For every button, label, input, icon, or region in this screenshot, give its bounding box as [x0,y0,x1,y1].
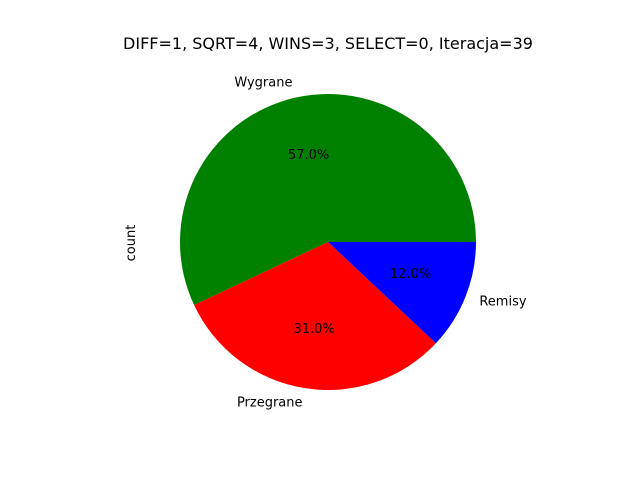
pie-slice-wygrane [180,93,476,306]
y-axis-label: count [124,225,139,262]
pie-pct-label: 31.0% [293,322,334,337]
pie-slice-przegrane [194,242,436,390]
pie-labels: 57.0% Wygrane 31.0% Przegrane 12.0% Remisy [234,76,527,411]
pie-category-label: Wygrane [234,76,292,91]
pie-slice-remisy [328,242,476,344]
pie-category-label: Przegrane [237,395,303,410]
pie-slices [180,93,476,390]
chart-title: DIFF=1, SQRT=4, WINS=3, SELECT=0, Iterac… [123,34,533,53]
pie-pct-label: 57.0% [288,148,329,163]
pie-pct-label: 12.0% [390,267,431,282]
pie-category-label: Remisy [479,294,526,309]
